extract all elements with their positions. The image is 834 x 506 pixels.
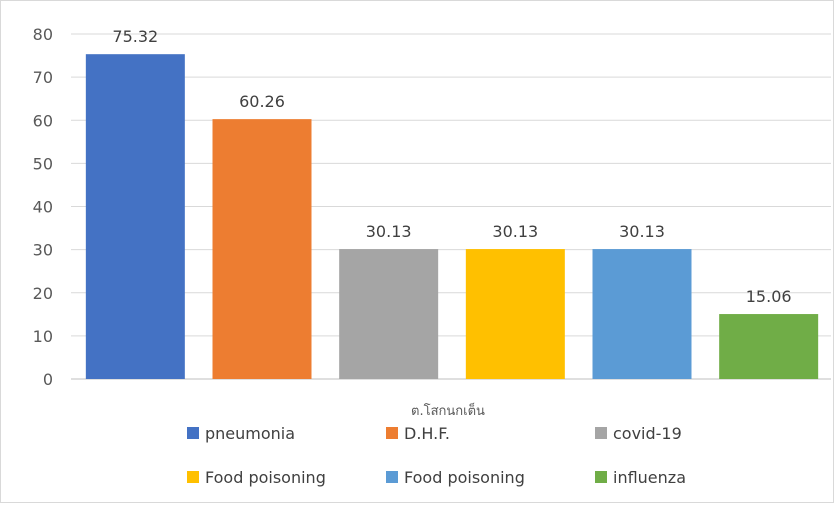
legend-item: Food poisoning — [187, 468, 326, 487]
data-label: 60.26 — [239, 92, 285, 111]
legend-label: covid-19 — [613, 424, 682, 443]
y-tick-label: 50 — [33, 154, 53, 173]
bars — [85, 54, 819, 380]
bar-food-poisoning — [592, 249, 692, 379]
data-labels: 75.32 60.26 30.13 30.13 30.13 15.06 — [112, 27, 791, 306]
y-tick-label: 70 — [33, 68, 53, 87]
bar-covid-19 — [339, 249, 439, 379]
legend-label: Food poisoning — [404, 468, 525, 487]
legend-label: Food poisoning — [205, 468, 326, 487]
legend-swatch — [187, 427, 199, 439]
bar-influenza — [719, 314, 819, 379]
bar-pneumonia — [85, 54, 185, 380]
data-label: 15.06 — [746, 287, 792, 306]
y-tick-label: 0 — [43, 370, 53, 389]
data-label: 30.13 — [619, 222, 665, 241]
legend-swatch — [386, 427, 398, 439]
legend-item: influenza — [595, 468, 686, 487]
legend-swatch — [386, 471, 398, 483]
data-label: 30.13 — [492, 222, 538, 241]
gridlines — [71, 33, 831, 380]
legend-label: D.H.F. — [404, 424, 450, 443]
legend-swatch — [595, 471, 607, 483]
legend-item: pneumonia — [187, 424, 295, 443]
y-axis-ticks: 0 10 20 30 40 50 60 70 80 — [33, 25, 53, 389]
legend-item: Food poisoning — [386, 468, 525, 487]
legend-label: influenza — [613, 468, 686, 487]
bar-d-h-f- — [212, 119, 312, 379]
y-tick-label: 80 — [33, 25, 53, 44]
y-tick-label: 40 — [33, 198, 53, 217]
x-axis-label: ต.โสกนกเต็น — [411, 401, 485, 419]
bar-food-poisoning — [465, 249, 565, 379]
legend: pneumonia D.H.F. covid-19 Food poisoning Foo… — [187, 424, 686, 487]
legend-item: D.H.F. — [386, 424, 450, 443]
y-tick-label: 10 — [33, 327, 53, 346]
legend-swatch — [187, 471, 199, 483]
legend-label: pneumonia — [205, 424, 295, 443]
legend-item: covid-19 — [595, 424, 682, 443]
y-tick-label: 60 — [33, 111, 53, 130]
legend-swatch — [595, 427, 607, 439]
data-label: 75.32 — [112, 27, 158, 46]
data-label: 30.13 — [366, 222, 412, 241]
y-tick-label: 30 — [33, 241, 53, 260]
y-tick-label: 20 — [33, 284, 53, 303]
